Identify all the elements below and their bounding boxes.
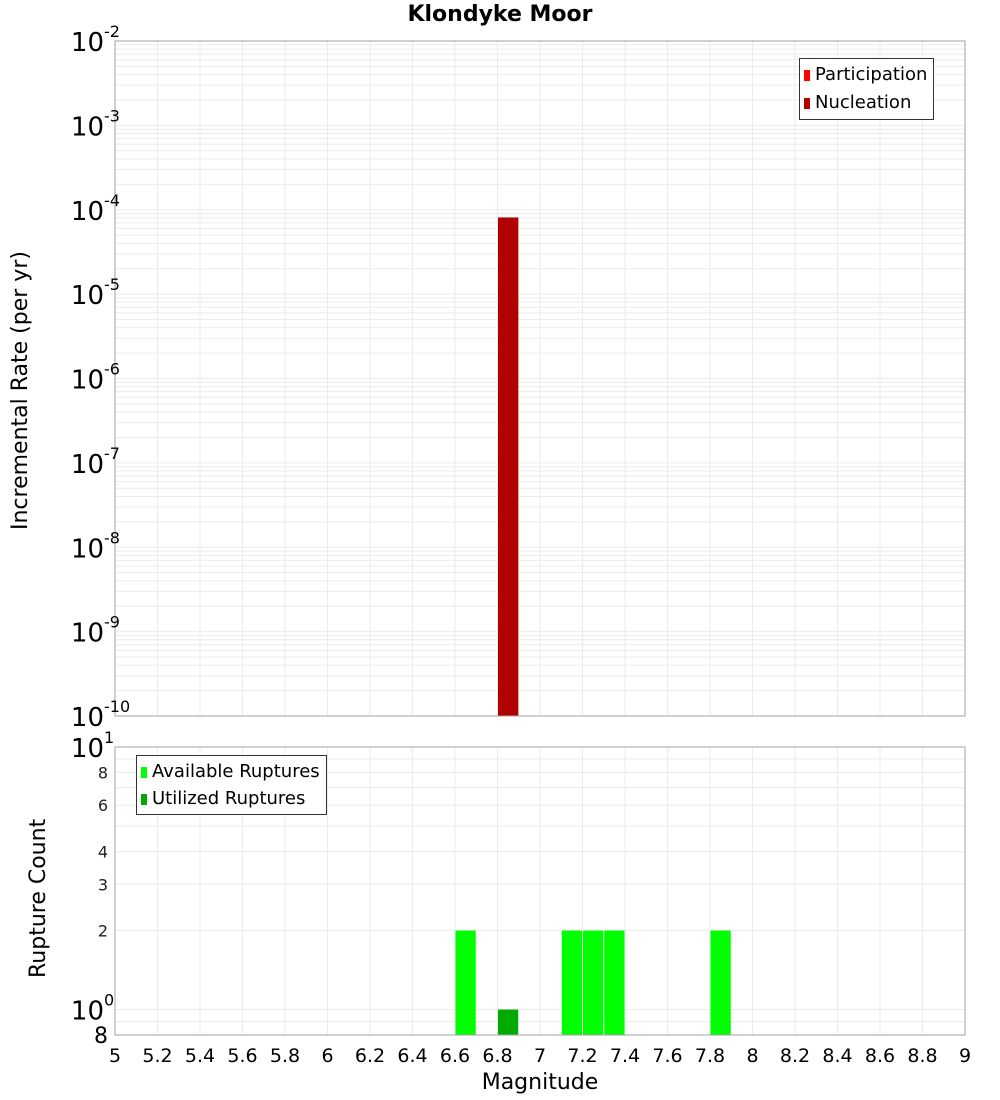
- y-tick-exponent: -10: [104, 697, 130, 716]
- legend-item-nucleation: Nucleation: [804, 89, 927, 117]
- y-tick-exponent: -5: [104, 275, 120, 294]
- y-tick-label: 6: [98, 796, 108, 815]
- y-tick-exponent: -9: [104, 613, 120, 632]
- x-tick-label: 5.6: [227, 1045, 257, 1067]
- x-tick-label: 8: [746, 1045, 758, 1067]
- y-tick-label: 3: [98, 875, 108, 894]
- x-tick-label: 8.6: [865, 1045, 895, 1067]
- y-tick-label: 2: [98, 922, 108, 941]
- x-tick-label: 6.6: [440, 1045, 470, 1067]
- legend-label: Participation: [815, 64, 928, 85]
- x-tick-label: 9: [959, 1045, 971, 1067]
- x-axis-label: Magnitude: [481, 1070, 599, 1095]
- bar: [498, 1009, 519, 1035]
- x-tick-label: 8.2: [780, 1045, 810, 1067]
- x-tick-label: 7.2: [567, 1045, 597, 1067]
- x-tick-label: 6.8: [482, 1045, 512, 1067]
- x-tick-label: 5.8: [270, 1045, 300, 1067]
- x-tick-label: 7.6: [652, 1045, 682, 1067]
- top-legend: Participation Nucleation: [799, 58, 935, 120]
- x-tick-label: 7.8: [695, 1045, 725, 1067]
- y-tick-exponent: 0: [104, 991, 114, 1010]
- y-tick-label: 10: [71, 450, 104, 480]
- bottom-legend: Available Ruptures Utilized Ruptures: [136, 755, 327, 815]
- top-y-axis-label: Incremental Rate (per yr): [8, 251, 33, 530]
- y-tick-label: 10: [71, 534, 104, 564]
- y-tick-label: 10: [71, 997, 104, 1027]
- plot-area: 10-210-310-410-510-610-710-810-910-10: [71, 22, 966, 733]
- chart-title: Klondyke Moor: [407, 2, 593, 27]
- y-tick-label: 10: [71, 366, 104, 396]
- x-tick-label: 8.4: [822, 1045, 852, 1067]
- y-tick-label: 10: [71, 197, 104, 227]
- x-tick-label: 5: [109, 1045, 121, 1067]
- y-tick-label: 10: [71, 281, 104, 311]
- legend-item-utilized: Utilized Ruptures: [141, 785, 320, 812]
- bottom-y-axis-label: Rupture Count: [26, 818, 51, 978]
- x-tick-label: 5.2: [142, 1045, 172, 1067]
- y-tick-exponent: -7: [104, 444, 120, 463]
- utilized-swatch-icon: [141, 794, 147, 805]
- legend-item-participation: Participation: [804, 61, 927, 89]
- legend-label: Utilized Ruptures: [152, 788, 306, 809]
- bar: [583, 930, 604, 1035]
- y-tick-exponent: -4: [104, 191, 120, 210]
- y-tick-exponent: -2: [104, 22, 120, 41]
- y-tick-label: 10: [71, 112, 104, 142]
- bar: [710, 930, 731, 1035]
- bar: [561, 930, 582, 1035]
- y-tick-label: 10: [71, 734, 104, 764]
- x-tick-label: 7.4: [610, 1045, 640, 1067]
- y-tick-label: 10: [71, 28, 104, 58]
- x-tick-label: 6.4: [397, 1045, 427, 1067]
- x-tick-label: 6.2: [355, 1045, 385, 1067]
- nucleation-swatch-icon: [804, 98, 810, 109]
- x-tick-label: 6: [321, 1045, 333, 1067]
- bar: [455, 930, 476, 1035]
- y-tick-label: 10: [71, 619, 104, 649]
- y-tick-exponent: -3: [104, 106, 120, 125]
- bar: [498, 217, 519, 717]
- y-tick-label: 8: [94, 1024, 108, 1049]
- x-tick-label: 7: [534, 1045, 546, 1067]
- y-tick-label: 4: [98, 842, 108, 861]
- available-swatch-icon: [141, 767, 147, 778]
- y-tick-exponent: 1: [104, 728, 114, 747]
- y-tick-exponent: -8: [104, 528, 120, 547]
- legend-label: Available Ruptures: [152, 761, 320, 782]
- legend-label: Nucleation: [815, 92, 912, 113]
- x-tick-label: 5.4: [185, 1045, 215, 1067]
- bar: [604, 930, 625, 1035]
- y-tick-label: 10: [71, 703, 104, 733]
- y-tick-label: 8: [98, 763, 108, 782]
- participation-swatch-icon: [804, 70, 810, 81]
- legend-item-available: Available Ruptures: [141, 758, 320, 785]
- y-tick-exponent: -6: [104, 360, 120, 379]
- x-tick-label: 8.8: [907, 1045, 937, 1067]
